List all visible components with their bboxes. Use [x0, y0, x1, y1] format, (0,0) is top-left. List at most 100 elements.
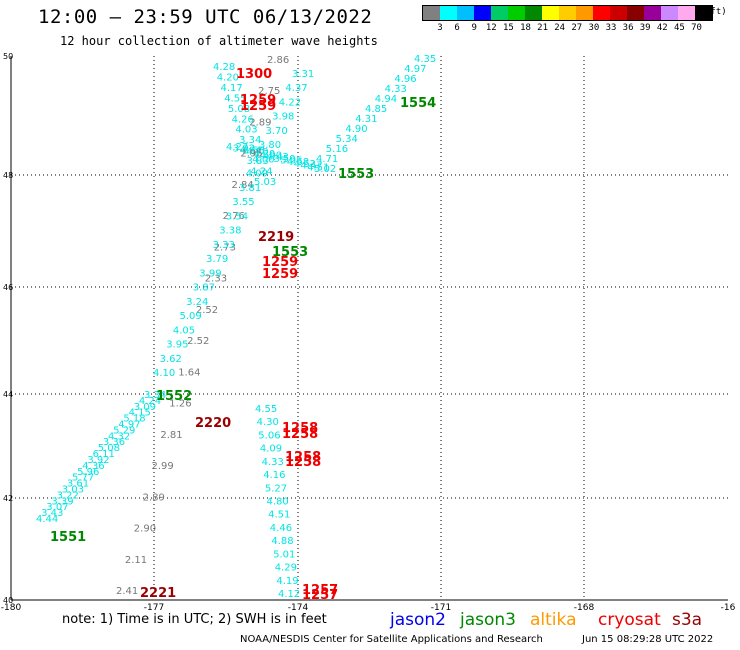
- footer-note: note: 1) Time is in UTC; 2) SWH is in fe…: [62, 612, 327, 627]
- swh-value: 3.95: [166, 340, 188, 351]
- page-title: 12:00 – 23:59 UTC 06/13/2022: [38, 6, 373, 28]
- pass-time-label: 1259: [262, 255, 298, 270]
- pass-time-label: 1552: [156, 389, 192, 404]
- legend-tick-label: 30: [588, 23, 600, 33]
- swh-value: 2.52: [196, 305, 218, 316]
- satellite-jason2: jason2: [390, 610, 446, 630]
- swh-value: 4.20: [217, 73, 239, 84]
- legend-tick-label: 18: [520, 23, 531, 33]
- swh-value: 4.94: [375, 94, 397, 105]
- swh-value: 4.24: [139, 396, 161, 407]
- swh-value: 2.11: [125, 555, 147, 566]
- generated-timestamp: Jun 15 08:29:28 UTC 2022: [582, 634, 714, 645]
- legend-swatch: [474, 6, 491, 20]
- swh-value: 4.43: [267, 152, 289, 163]
- legend-tick-label: 6: [454, 23, 460, 33]
- pass-time-label: 2221: [140, 586, 176, 601]
- legend-tick-label: 3: [437, 23, 443, 33]
- swh-value: 3.03: [62, 485, 84, 496]
- swh-value: 4.71: [316, 154, 338, 165]
- swh-value: 3.81: [239, 183, 261, 194]
- swh-value: 4.68: [287, 157, 309, 168]
- swh-value: 2.33: [205, 274, 227, 285]
- swh-value: 4.00: [260, 151, 282, 162]
- legend-swatch: [661, 6, 678, 20]
- legend-swatch: [593, 6, 610, 20]
- swh-value: 3.92: [233, 144, 255, 155]
- map-frame: [10, 56, 728, 601]
- swh-value: 2.99: [152, 461, 174, 472]
- swh-value: 3.92: [87, 455, 109, 466]
- swh-value: 4.10: [153, 368, 175, 379]
- swh-value: 3.24: [186, 297, 208, 308]
- swh-value: 3.54: [226, 211, 248, 222]
- swh-value: 3.34: [144, 390, 166, 401]
- pass-time-label: 1257: [302, 583, 338, 598]
- pass-time-label: 1258: [282, 427, 318, 442]
- pass-time-label: 1258: [282, 421, 318, 436]
- lat-tick-label: 46: [3, 283, 13, 292]
- swh-value: 3.87: [193, 283, 215, 294]
- swh-value: 2.89: [249, 118, 271, 129]
- pass-time-label: 1259: [262, 267, 298, 282]
- swh-value: 4.05: [173, 325, 195, 336]
- swh-value: 4.22: [279, 98, 301, 109]
- legend-swatch: [678, 6, 695, 20]
- swh-value: 4.32: [108, 431, 130, 442]
- color-legend: 3 6 9 12 15 18 21 24 27 30 33 36 39 42 45 70 (ft): [422, 5, 727, 35]
- swh-value: 5.03: [254, 177, 276, 188]
- legend-tick-label: 21: [537, 23, 549, 33]
- axis-tick-labels: -180 -177 -174 -171 -168 -16 50 48 46 44 42 40: [1, 52, 736, 613]
- swh-value: 2.84: [232, 180, 254, 191]
- swh-value: 5.96: [77, 467, 99, 478]
- swh-value: 4.19: [276, 576, 298, 587]
- pass-time-label: 1300: [236, 67, 272, 82]
- legend-tick-label: 9: [471, 23, 477, 33]
- swh-value: 4.47: [301, 161, 323, 172]
- swh-value: 4.27: [226, 142, 248, 153]
- legend-tick-label: 45: [673, 23, 685, 33]
- swh-value: 5.02: [314, 164, 336, 175]
- lon-tick-label: -174: [288, 603, 309, 613]
- swh-value: 4.46: [270, 523, 292, 534]
- swh-value: 3.22: [57, 490, 79, 501]
- swh-value: 2.52: [187, 336, 209, 347]
- swh-value: 2.75: [258, 86, 280, 97]
- swh-value: 3.36: [103, 437, 125, 448]
- lat-tick-label: 42: [3, 494, 13, 503]
- swh-value: 3.61: [67, 479, 89, 490]
- swh-value: 4.36: [82, 461, 104, 472]
- swh-value: 3.43: [41, 508, 63, 519]
- satellite-altika: altika: [530, 610, 577, 630]
- swh-value: 5.05: [280, 156, 302, 167]
- swh-value: 4.88: [271, 536, 293, 547]
- swh-value: 3.38: [219, 226, 241, 237]
- pass-time-label: 1257: [302, 588, 338, 603]
- legend-swatch: [525, 6, 542, 20]
- swh-value: 4.39: [253, 149, 275, 160]
- page-subtitle: 12 hour collection of altimeter wave hei…: [60, 34, 378, 48]
- swh-value: 4.55: [255, 404, 277, 415]
- swh-value: 4.70: [246, 147, 268, 158]
- swh-value: 4.31: [355, 114, 377, 125]
- swh-value: 5.18: [123, 414, 145, 425]
- swh-value: 4.28: [213, 62, 235, 73]
- satellite-s3a: s3a: [672, 610, 703, 630]
- swh-value: 1.64: [178, 367, 200, 378]
- swh-value: 4.97: [118, 420, 140, 431]
- swh-value: 4.12: [278, 589, 300, 600]
- pass-time-label: 1551: [50, 530, 86, 545]
- swh-value: 5.77: [72, 473, 94, 484]
- swh-value: 2.90: [134, 524, 156, 535]
- legend-tick-label: 33: [605, 23, 617, 33]
- swh-value: 3.59: [273, 154, 295, 165]
- swh-value: 5.29: [113, 425, 135, 436]
- swh-value: 4.96: [394, 74, 416, 85]
- lon-tick-label: -180: [1, 603, 22, 613]
- swh-value: 4.17: [221, 83, 243, 94]
- swh-value: 4.97: [404, 64, 426, 75]
- pass-time-label: 1258: [285, 450, 321, 465]
- swh-value: 3.98: [272, 112, 294, 123]
- legend-swatch: [627, 6, 644, 20]
